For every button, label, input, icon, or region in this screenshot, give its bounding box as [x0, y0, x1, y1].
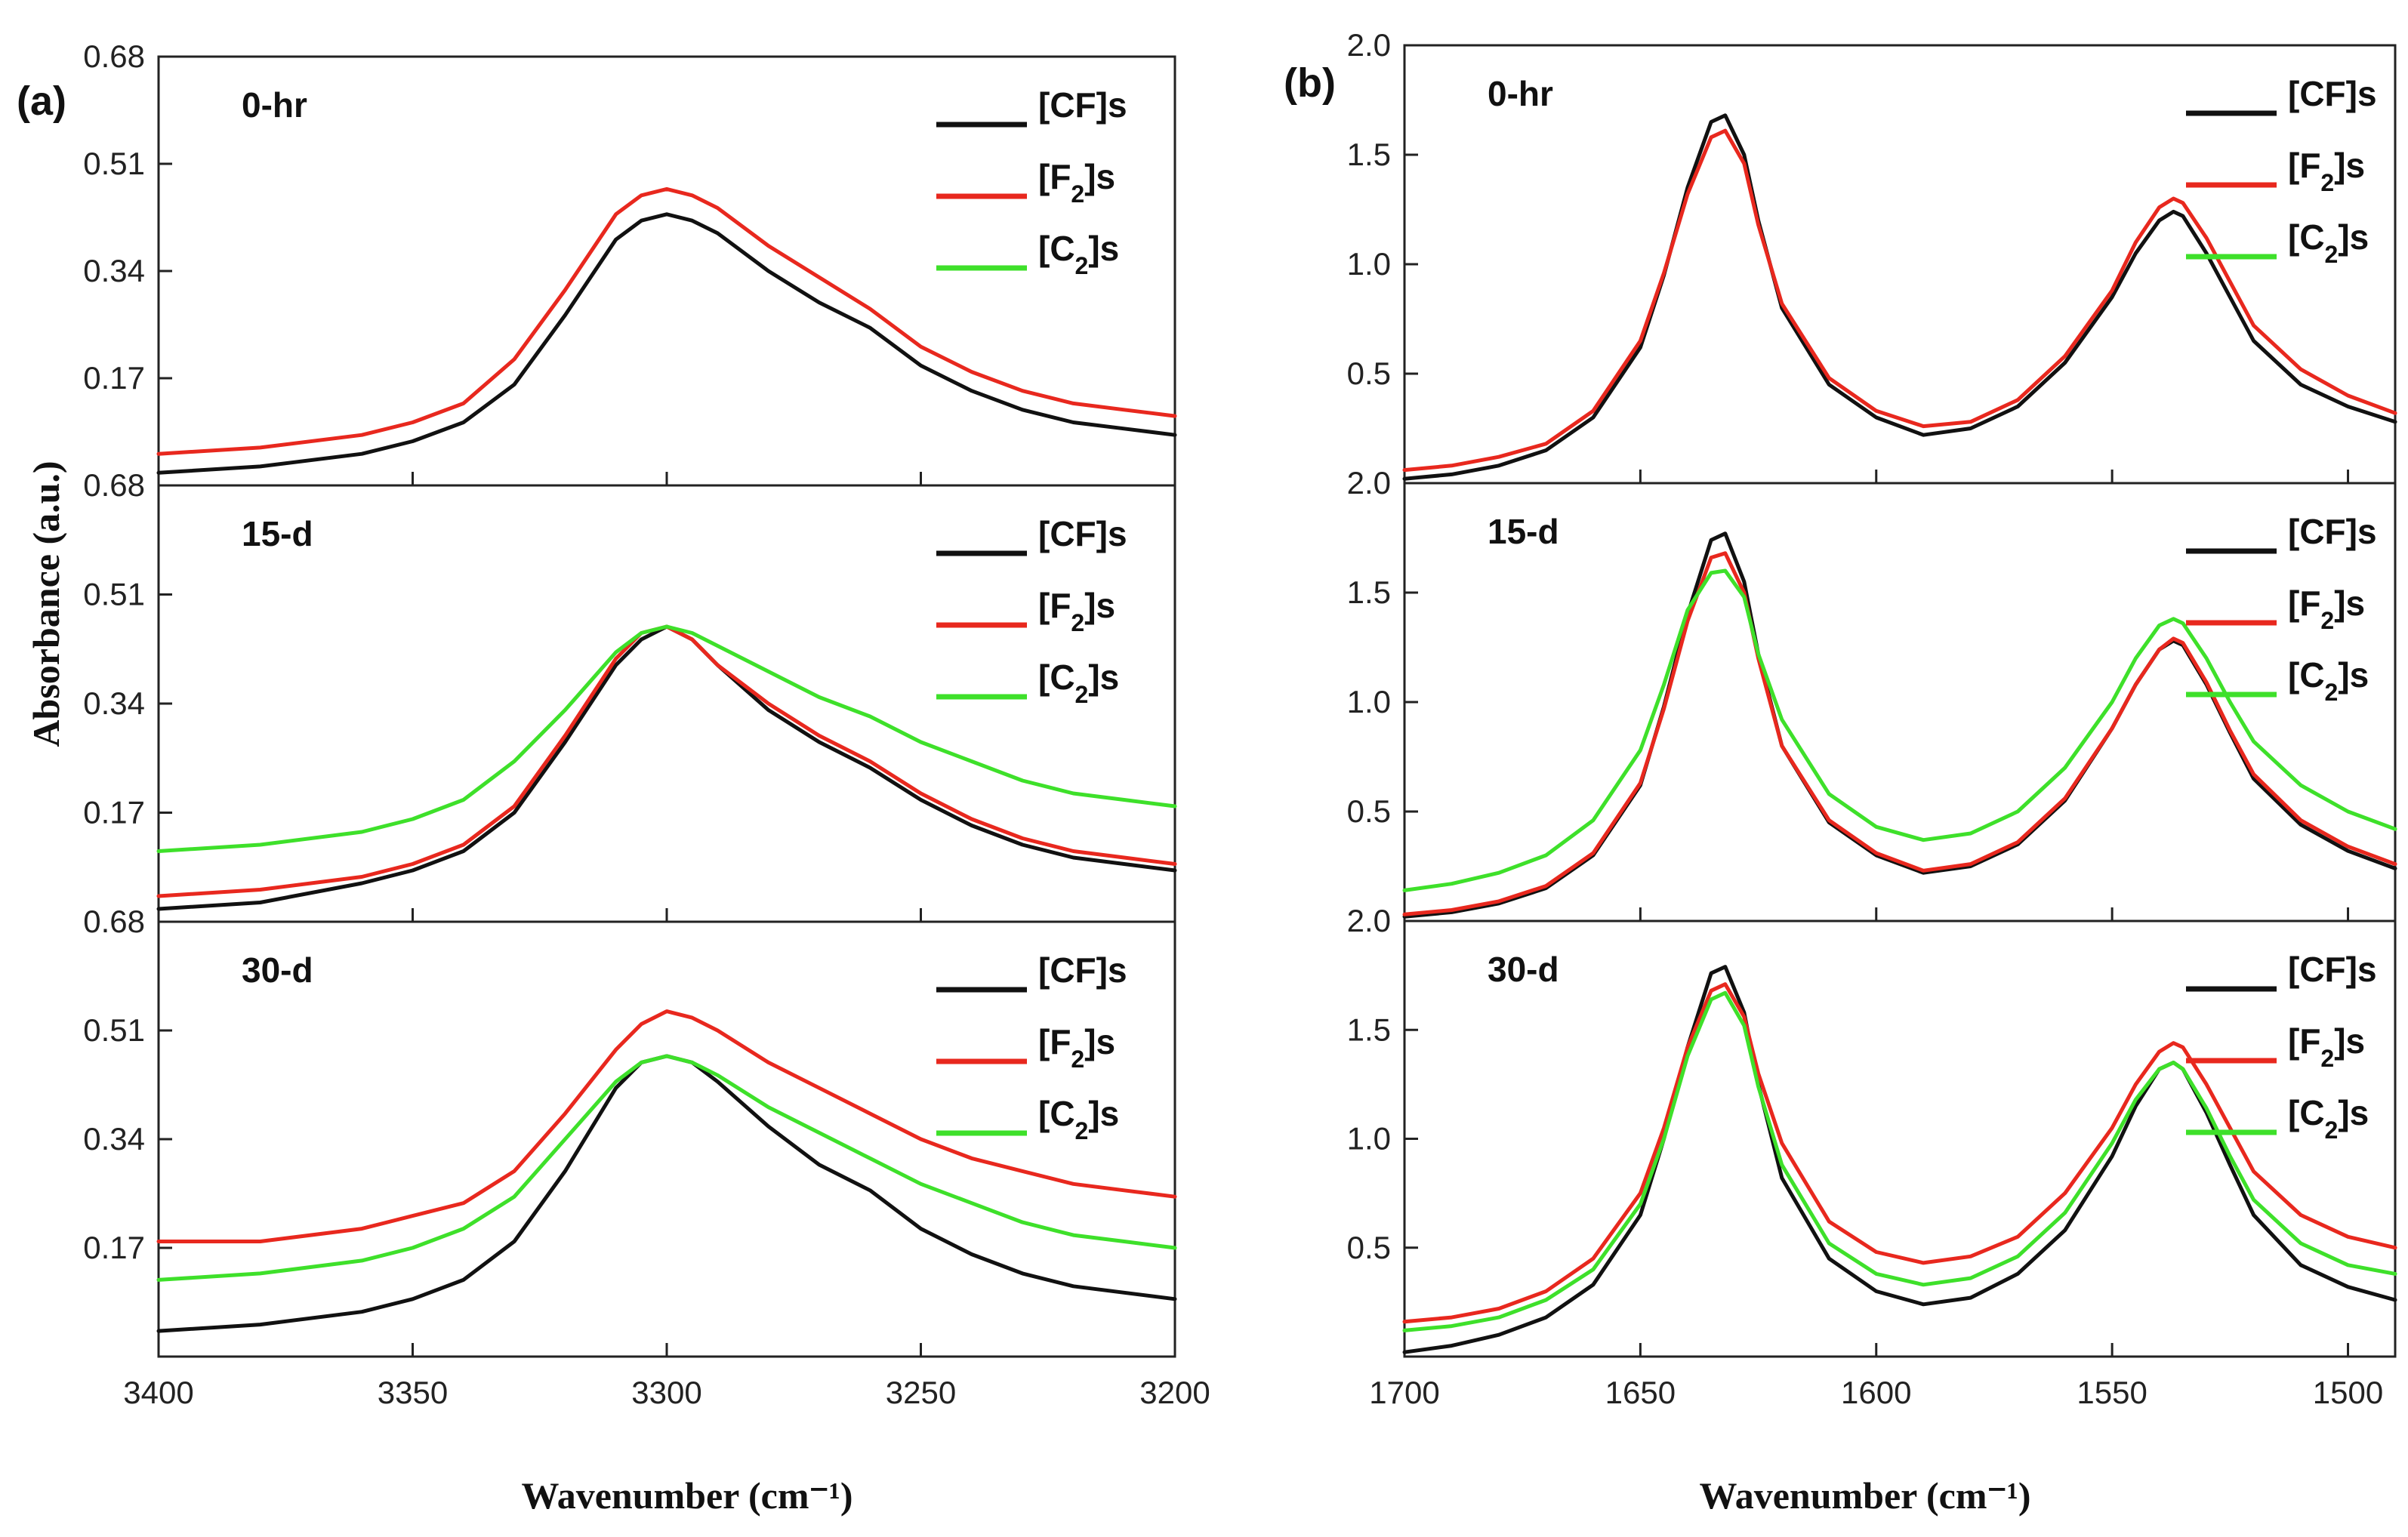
- subplot-b-30-d: 0.5 1.0 1.5 2.0 1700 1650 1600 1550 1500 30-d [CF]…: [1347, 903, 2397, 1410]
- y-tick-label-b-0-2: 1.5: [1347, 137, 1391, 172]
- series-line-a-0-F2: [156, 186, 1177, 456]
- legend-label-b-0-C2: [C2]s: [2288, 217, 2369, 268]
- y-tick-label-a-2-0: 0.17: [83, 1230, 145, 1265]
- subplot-label-a-1: 15-d: [242, 514, 313, 553]
- y-tick-label-a-0-3: 0.68: [83, 39, 145, 74]
- legend-label-b-2-CF: [CF]s: [2288, 950, 2377, 989]
- y-tick-label-b-0-0: 0.5: [1347, 356, 1391, 391]
- legend-label-a-1-F2: [F2]s: [1038, 586, 1115, 636]
- y-tick-label-b-0-3: 2.0: [1347, 27, 1391, 63]
- subplot-a-15-d: 0.17 0.34 0.51 0.68 15-d [CF]s [F2]s [C2]s: [83, 467, 1177, 923]
- legend-label-a-0-CF: [CF]s: [1038, 85, 1127, 125]
- plot-frame-a-0: [157, 55, 1176, 487]
- y-tick-label-a-2-3: 0.68: [83, 904, 145, 939]
- legend-label-b-1-CF: [CF]s: [2288, 512, 2377, 551]
- y-axis-title: Absorbance (a.u.): [25, 460, 67, 747]
- y-tick-label-a-1-3: 0.68: [83, 467, 145, 503]
- legend-label-a-2-C2: [C2]s: [1038, 1094, 1119, 1144]
- legend-label-a-1-CF: [CF]s: [1038, 514, 1127, 553]
- x-tick-label-b-0: 1700: [1369, 1375, 1439, 1410]
- series-line-b-2-C2: [1402, 990, 2397, 1332]
- series-line-a-2-C2: [156, 1054, 1177, 1282]
- legend-label-a-2-CF: [CF]s: [1038, 950, 1127, 990]
- series-line-b-0-CF: [1402, 113, 2397, 481]
- y-tick-label-a-0-0: 0.17: [83, 360, 145, 396]
- legend-label-a-0-C2: [C2]s: [1038, 229, 1119, 279]
- x-axis-title-b: Wavenumber (cm⁻¹): [1699, 1474, 2030, 1517]
- y-tick-label-b-2-2: 1.5: [1347, 1012, 1391, 1047]
- series-line-a-2-CF: [156, 1054, 1177, 1333]
- subplot-a-0-hr: 0.17 0.34 0.51 0.68 0-hr [CF]s [F2]s [C2]s: [83, 39, 1177, 487]
- subplot-a-30-d: 0.17 0.34 0.51 0.68 3400 3350 3300 3250 3200 30-d…: [83, 904, 1210, 1410]
- y-tick-label-b-2-1: 1.0: [1347, 1121, 1391, 1157]
- subplot-label-a-2: 30-d: [242, 950, 313, 990]
- x-tick-label-a-4: 3200: [1139, 1375, 1210, 1410]
- subplot-label-b-1: 15-d: [1488, 512, 1559, 551]
- subplot-label-b-2: 30-d: [1488, 950, 1559, 989]
- series-line-b-1-F2: [1402, 551, 2397, 916]
- x-axis-title-a: Wavenumber (cm⁻¹): [521, 1474, 853, 1517]
- series-line-b-1-CF: [1402, 531, 2397, 919]
- series-line-a-1-F2: [156, 624, 1177, 898]
- y-tick-label-b-1-0: 0.5: [1347, 793, 1391, 829]
- legend-label-b-0-CF: [CF]s: [2288, 74, 2377, 113]
- series-line-b-2-F2: [1402, 982, 2397, 1324]
- series-line-a-0-CF: [156, 212, 1177, 475]
- series-line-a-1-CF: [156, 624, 1177, 911]
- y-tick-label-b-1-1: 1.0: [1347, 684, 1391, 719]
- legend-label-a-1-C2: [C2]s: [1038, 658, 1119, 708]
- y-tick-label-a-2-1: 0.34: [83, 1121, 145, 1157]
- panel-b: 0.5 1.0 1.5 2.0 0-hr [CF]s [F2]s [C2]s 0.5 1.0 1.5…: [1347, 27, 2397, 1410]
- y-tick-label-b-2-0: 0.5: [1347, 1230, 1391, 1265]
- x-tick-label-b-3: 1550: [2077, 1375, 2147, 1410]
- legend-label-b-1-C2: [C2]s: [2288, 655, 2369, 706]
- x-tick-label-b-4: 1500: [2313, 1375, 2383, 1410]
- legend-label-a-0-F2: [F2]s: [1038, 157, 1115, 208]
- x-tick-label-b-2: 1600: [1841, 1375, 1911, 1410]
- y-tick-label-a-1-2: 0.51: [83, 577, 145, 612]
- y-tick-label-b-1-2: 1.5: [1347, 574, 1391, 610]
- x-tick-label-b-1: 1650: [1605, 1375, 1676, 1410]
- legend-label-b-0-F2: [F2]s: [2288, 146, 2365, 196]
- x-tick-label-a-3: 3250: [886, 1375, 956, 1410]
- legend-label-b-1-F2: [F2]s: [2288, 584, 2365, 634]
- panel-a: 0.170.340.510.680-hr [CF]s[F2]s[C2]s0.170…: [83, 39, 1210, 1410]
- series-line-b-1-C2: [1402, 568, 2397, 892]
- x-tick-label-a-1: 3350: [378, 1375, 448, 1410]
- subplot-label-a-0: 0-hr: [242, 85, 307, 125]
- y-tick-label-a-2-2: 0.51: [83, 1012, 145, 1048]
- y-tick-label-a-1-0: 0.17: [83, 795, 145, 830]
- y-tick-label-a-0-2: 0.51: [83, 146, 145, 181]
- y-tick-label-b-0-1: 1.0: [1347, 246, 1391, 282]
- subplot-b-0-hr: 0.5 1.0 1.5 2.0 0-hr [CF]s [F2]s [C2]s: [1347, 27, 2397, 485]
- legend-label-b-2-F2: [F2]s: [2288, 1021, 2365, 1072]
- subplot-label-b-0: 0-hr: [1488, 74, 1553, 113]
- y-tick-label-b-2-3: 2.0: [1347, 903, 1391, 938]
- legend-label-b-2-C2: [C2]s: [2288, 1093, 2369, 1144]
- series-line-a-2-F2: [156, 1009, 1177, 1243]
- y-tick-label-a-0-1: 0.34: [83, 253, 145, 288]
- subplot-b-15-d: 0.5 1.0 1.5 2.0 15-d [CF]s [F2]s [C2]s: [1347, 465, 2397, 923]
- panel-tag-a: (a): [17, 79, 66, 124]
- panel-tag-b: (b): [1284, 60, 1336, 106]
- x-tick-label-a-2: 3300: [631, 1375, 701, 1410]
- y-tick-label-b-1-3: 2.0: [1347, 465, 1391, 501]
- y-tick-label-a-1-1: 0.34: [83, 685, 145, 721]
- series-line-b-0-F2: [1402, 128, 2397, 473]
- series-line-b-2-CF: [1402, 965, 2397, 1354]
- legend-label-a-2-F2: [F2]s: [1038, 1022, 1115, 1073]
- series-line-a-1-C2: [156, 624, 1177, 853]
- x-tick-label-a-0: 3400: [123, 1375, 193, 1410]
